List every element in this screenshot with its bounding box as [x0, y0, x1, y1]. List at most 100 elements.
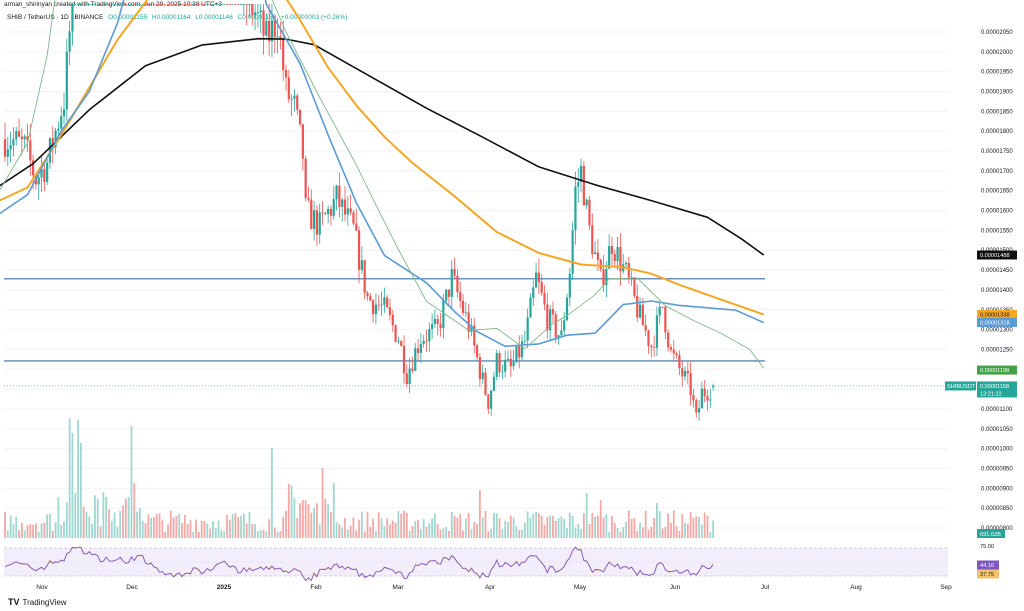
candle-body: [318, 212, 321, 235]
volume-bar: [442, 528, 445, 538]
volume-bar: [389, 524, 391, 538]
candle: [557, 334, 560, 345]
volume-bar: [684, 522, 686, 538]
volume-bar: [307, 504, 310, 538]
candle: [658, 302, 661, 325]
candle-body: [197, 4, 200, 5]
candle: [231, 4, 234, 5]
candle-body: [220, 4, 223, 5]
price-tag-bg: [977, 250, 1017, 260]
candle-body: [467, 312, 470, 333]
candle-body: [113, 4, 116, 5]
candle-body: [357, 230, 361, 270]
volume-bar: [161, 520, 164, 538]
candle-body: [540, 282, 543, 293]
candle: [307, 186, 310, 203]
volume-bar: [436, 524, 439, 538]
rsi-tag-label: 75.00: [980, 544, 994, 550]
candle: [431, 313, 434, 339]
volume-bar: [490, 529, 493, 538]
candle: [613, 249, 616, 267]
volume-bar: [560, 516, 563, 538]
candle-body: [644, 325, 647, 331]
candle-body: [549, 309, 552, 331]
candle: [116, 4, 119, 5]
volume-bar: [400, 513, 403, 538]
candle: [169, 4, 172, 5]
volume-bar: [234, 513, 237, 538]
candle-body: [565, 297, 569, 321]
volume-bar: [164, 531, 167, 538]
candle: [712, 383, 715, 391]
candle: [504, 350, 507, 378]
candle-body: [338, 185, 341, 207]
candle-body: [248, 4, 251, 5]
volume-bar: [549, 515, 552, 538]
candle: [324, 211, 327, 215]
candle: [686, 362, 689, 385]
candle-body: [32, 160, 35, 176]
candle: [667, 329, 670, 352]
x-tick-label: 2025: [217, 584, 232, 591]
x-tick-label: Nov: [36, 584, 48, 591]
x-tick-label: Jul: [761, 584, 770, 591]
rsi-line[interactable]: [4, 546, 714, 582]
volume-bar: [672, 510, 675, 538]
volume-bar: [242, 513, 245, 538]
candle-body: [464, 312, 467, 314]
candle-body: [416, 348, 420, 353]
volume-bar: [431, 518, 434, 538]
candle: [374, 293, 378, 324]
candle: [105, 4, 108, 5]
ma-100-line[interactable]: [0, 0, 765, 316]
tradingview-watermark[interactable]: TV TradingView: [8, 597, 67, 607]
candle: [318, 203, 321, 244]
candle: [377, 295, 380, 311]
candle-body: [96, 4, 99, 5]
ma-20-line[interactable]: [0, 0, 765, 369]
candle-body: [475, 345, 479, 358]
candle: [495, 349, 498, 381]
volume-bar: [377, 512, 380, 538]
candle-body: [135, 4, 139, 5]
volume-bar: [597, 515, 599, 538]
candle: [197, 4, 200, 5]
candle-body: [630, 277, 633, 279]
candle: [422, 335, 425, 348]
candle: [549, 305, 552, 340]
candle-body: [647, 330, 650, 346]
candle: [15, 126, 18, 146]
volume-bar: [321, 468, 324, 538]
volume-bar: [40, 523, 43, 538]
volume-bar: [580, 528, 582, 538]
candle: [138, 4, 141, 5]
candle-body: [504, 360, 507, 372]
volume-bar: [408, 530, 411, 538]
candle: [183, 4, 186, 5]
candle-body: [394, 325, 397, 342]
candle: [360, 246, 363, 274]
y-tick-label: 0.00001450: [981, 268, 1013, 274]
volume-bar: [630, 518, 633, 538]
volume-bar: [639, 522, 641, 538]
candle-body: [492, 376, 496, 391]
candle: [335, 184, 338, 211]
candle: [17, 118, 21, 138]
candle: [397, 336, 400, 345]
candle-body: [574, 186, 577, 231]
y-tick-label: 0.00001400: [981, 288, 1013, 294]
candle: [85, 4, 88, 5]
volume-bar: [141, 520, 144, 538]
ma-200-line[interactable]: [0, 37, 765, 256]
symbol-tag-label: SHIBUSDT: [947, 384, 976, 390]
candle-body: [706, 396, 709, 401]
candle: [498, 350, 501, 378]
ma-50-line[interactable]: [0, 0, 765, 348]
candle-body: [150, 4, 153, 5]
time-axis[interactable]: Nov Dec 2025 Feb Mar Apr May Jun Jul Aug Sep: [36, 584, 952, 591]
candle-body: [310, 199, 313, 229]
price-axis[interactable]: 0.00002050 0.00002000 0.00001950 0.00001900…: [945, 0, 1024, 590]
chart-credit: arman_shirinyan created with TradingView…: [4, 1, 222, 8]
volume-bar: [74, 492, 77, 538]
